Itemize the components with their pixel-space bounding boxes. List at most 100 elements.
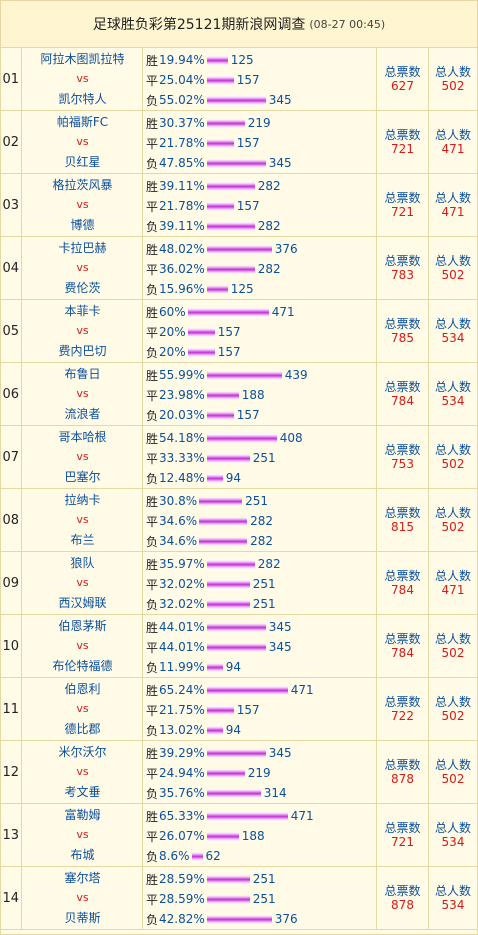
home-team-link[interactable]: 布鲁日 [64,367,101,381]
away-team-link[interactable]: 德比郡 [64,722,101,736]
home-team-link[interactable]: 米尔沃尔 [58,745,107,759]
draw-bar [206,642,266,652]
draw-label: 平 [146,73,159,88]
match-row: 11 伯恩利 vs 德比郡 胜 65.24% 471 平 21.75% 157 … [1,678,477,741]
win-bar [206,244,272,254]
draw-bar [206,201,234,211]
draw-line: 平 33.33% 251 [146,450,276,466]
win-line: 胜 30.8% 251 [146,493,268,509]
lose-percent: 8.6% [159,849,190,863]
win-count: 282 [257,179,281,193]
away-team-link[interactable]: 巴塞尔 [64,470,101,484]
win-line: 胜 48.02% 376 [146,241,298,257]
win-percent: 30.8% [159,494,198,508]
total-votes-label: 总票数 [384,506,421,520]
away-team-link[interactable]: 费伦茨 [64,281,101,295]
total-votes-cell: 总票数 785 [377,300,429,362]
away-team-link[interactable]: 布兰 [70,533,95,547]
win-label: 胜 [146,368,159,383]
away-team-link[interactable]: 布城 [70,848,95,862]
total-people-label: 总人数 [434,569,471,583]
vote-stats: 胜 19.94% 125 平 25.04% 157 负 55.02% 345 [143,48,377,110]
lose-count: 251 [252,597,276,611]
lose-bar [206,473,223,483]
home-team-link[interactable]: 格拉茨风暴 [52,178,113,192]
home-team-link[interactable]: 本菲卡 [64,304,101,318]
lose-line: 负 42.82% 376 [146,911,298,927]
lose-percent: 15.96% [159,282,205,296]
home-team-link[interactable]: 伯恩茅斯 [58,619,107,633]
win-count: 345 [268,620,292,634]
draw-label: 平 [146,766,159,781]
match-number: 10 [1,615,22,677]
draw-percent: 21.78% [159,136,205,150]
lose-label: 负 [146,534,159,549]
home-team-link[interactable]: 哥本哈根 [58,430,107,444]
win-label: 胜 [146,683,159,698]
draw-label: 平 [146,703,159,718]
home-team-link[interactable]: 狼队 [70,556,95,570]
win-count: 376 [274,242,298,256]
total-people-cell: 总人数 502 [429,678,477,740]
draw-percent: 44.01% [159,640,205,654]
draw-count: 157 [236,199,260,213]
home-team-link[interactable]: 帕福斯FC [56,115,109,129]
lose-label: 负 [146,786,159,801]
draw-percent: 20% [159,325,186,339]
away-team-link[interactable]: 考文垂 [64,785,101,799]
win-bar [206,622,266,632]
away-team-link[interactable]: 流浪者 [64,407,101,421]
match-row: 03 格拉茨风暴 vs 博德 胜 39.11% 282 平 21.78% 157… [1,174,477,237]
win-bar [206,370,282,380]
lose-count: 94 [225,660,242,674]
vs-label: vs [76,576,89,589]
vote-stats: 胜 54.18% 408 平 33.33% 251 负 12.48% 94 [143,426,377,488]
win-label: 胜 [146,494,159,509]
away-team-link[interactable]: 费内巴切 [58,344,107,358]
home-team-link[interactable]: 富勒姆 [64,808,101,822]
away-team-link[interactable]: 贝蒂斯 [64,911,101,925]
draw-count: 282 [257,262,281,276]
away-team-link[interactable]: 贝红星 [64,155,101,169]
total-people-cell: 总人数 471 [429,552,477,614]
draw-bar [206,705,234,715]
lose-percent: 32.02% [159,597,205,611]
page-title: 足球胜负彩第25121期新浪网调查 [92,17,306,33]
vote-stats: 胜 30.8% 251 平 34.6% 282 负 34.6% 282 [143,489,377,551]
home-team-link[interactable]: 塞尔塔 [64,871,101,885]
home-team-link[interactable]: 伯恩利 [64,682,101,696]
total-people-label: 总人数 [434,317,471,331]
total-people-value: 534 [441,835,465,849]
match-teams: 布鲁日 vs 流浪者 [22,363,143,425]
total-people-value: 471 [441,142,465,156]
total-votes-value: 722 [391,709,414,723]
draw-label: 平 [146,451,159,466]
home-team-link[interactable]: 阿拉木图凯拉特 [40,52,125,66]
win-line: 胜 39.11% 282 [146,178,281,194]
win-label: 胜 [146,179,159,194]
win-bar [187,307,269,317]
match-teams: 拉纳卡 vs 布兰 [22,489,143,551]
match-number: 14 [1,867,22,929]
home-team-link[interactable]: 拉纳卡 [64,493,101,507]
win-label: 胜 [146,116,159,131]
lose-label: 负 [146,912,159,927]
draw-count: 157 [217,325,241,339]
draw-count: 219 [247,766,271,780]
away-team-link[interactable]: 凯尔特人 [58,92,107,106]
vs-label: vs [76,450,89,463]
win-line: 胜 44.01% 345 [146,619,292,635]
away-team-link[interactable]: 西汉姆联 [58,596,107,610]
home-team-link[interactable]: 卡拉巴赫 [58,241,107,255]
vote-stats: 胜 35.97% 282 平 32.02% 251 负 32.02% 251 [143,552,377,614]
vote-stats: 胜 48.02% 376 平 36.02% 282 负 15.96% 125 [143,237,377,299]
total-people-label: 总人数 [434,254,471,268]
vs-label: vs [76,72,89,85]
match-row: 01 阿拉木图凯拉特 vs 凯尔特人 胜 19.94% 125 平 25.04%… [1,48,477,111]
total-votes-cell: 总票数 627 [377,48,429,110]
total-votes-label: 总票数 [384,884,421,898]
win-bar [206,748,266,758]
away-team-link[interactable]: 布伦特福德 [52,659,113,673]
away-team-link[interactable]: 博德 [70,218,95,232]
match-number: 12 [1,741,22,803]
